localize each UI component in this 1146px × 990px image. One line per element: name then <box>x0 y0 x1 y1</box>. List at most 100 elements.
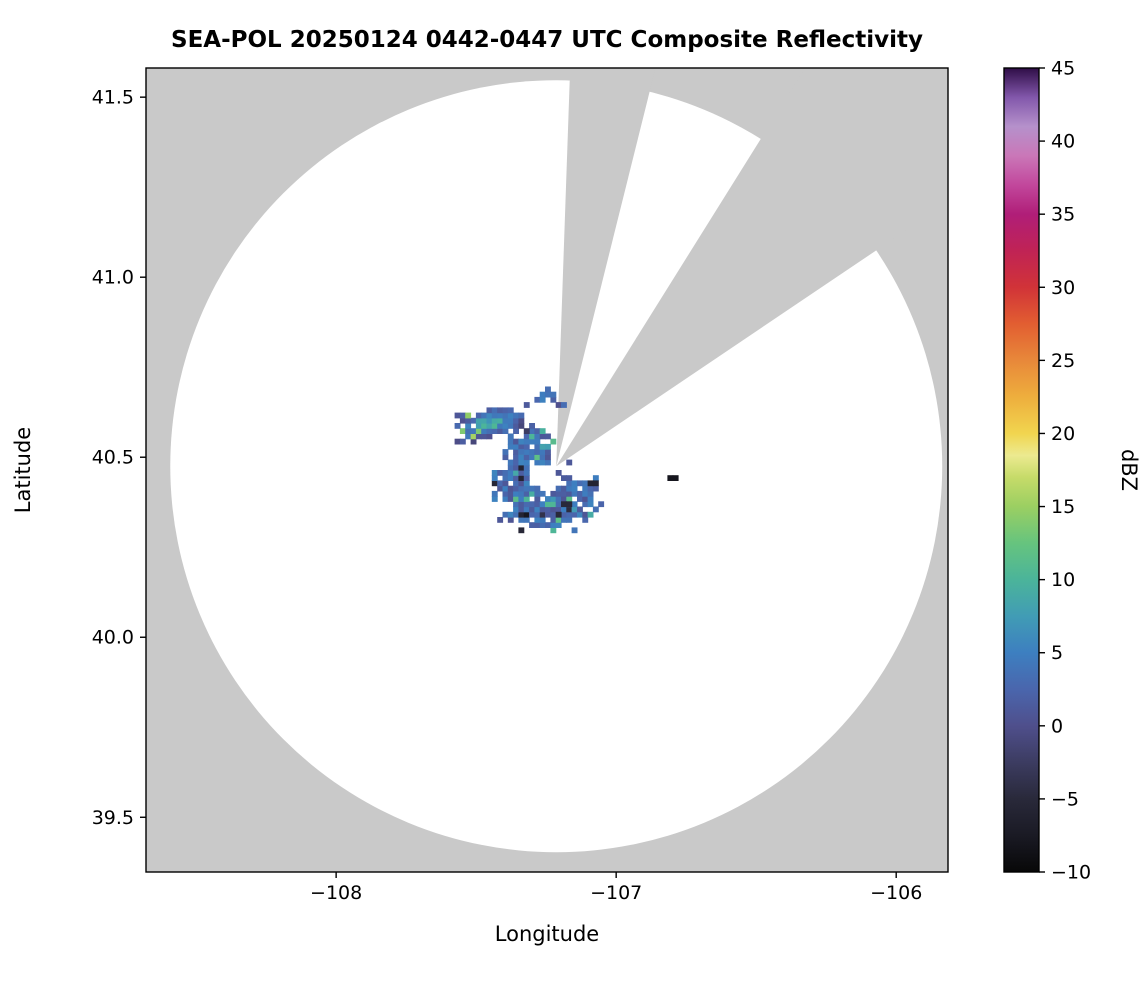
echo-cell <box>566 485 573 492</box>
echo-cell <box>550 527 557 534</box>
echo-cell <box>555 490 562 497</box>
echo-cell <box>502 449 509 455</box>
echo-cell <box>523 501 530 508</box>
echo-cell <box>539 433 546 440</box>
echo-cell <box>513 496 519 502</box>
echo-cell <box>561 501 567 508</box>
echo-cell <box>529 522 535 528</box>
echo-cell <box>539 454 546 461</box>
echo-cell <box>518 438 525 445</box>
echo-cell <box>507 417 514 424</box>
echo-cell <box>529 511 535 518</box>
x-tick-label: −106 <box>870 882 922 904</box>
echo-cell <box>561 485 567 492</box>
plot-area <box>146 68 948 872</box>
echo-cell <box>523 459 530 466</box>
echo-cell <box>555 511 562 518</box>
echo-cell <box>475 423 482 429</box>
echo-cell <box>507 517 514 523</box>
echo-cell <box>523 443 530 450</box>
echo-cell <box>513 412 519 419</box>
echo-cell <box>539 396 546 403</box>
echo-cell <box>491 417 498 424</box>
echo-cell <box>470 438 477 445</box>
echo-cell <box>523 464 530 471</box>
echo-cell <box>539 391 546 398</box>
echo-cell <box>577 496 583 502</box>
echo-cell <box>507 511 514 518</box>
echo-cell <box>550 517 557 523</box>
echo-cell <box>513 459 519 466</box>
echo-cell <box>529 449 535 455</box>
echo-cell <box>587 501 594 508</box>
echo-cell <box>502 496 509 502</box>
echo-cell <box>539 443 546 450</box>
echo-cell <box>513 454 519 461</box>
echo-cell <box>518 485 525 492</box>
echo-cell <box>566 517 573 523</box>
echo-cell <box>475 428 482 434</box>
echo-cell <box>566 475 573 481</box>
echo-cell <box>507 490 514 497</box>
colorbar-tick-label: 20 <box>1051 423 1075 445</box>
echo-cell <box>454 438 461 445</box>
echo-cell <box>592 485 599 492</box>
echo-cell <box>497 417 504 424</box>
echo-cell <box>550 396 557 403</box>
echo-cell <box>513 438 519 445</box>
echo-cell <box>539 511 546 518</box>
echo-cell <box>523 517 530 523</box>
echo-cell <box>539 501 546 508</box>
echo-cell <box>513 470 519 476</box>
echo-cell <box>592 506 599 513</box>
echo-cell <box>513 428 519 434</box>
echo-cell <box>518 443 525 450</box>
echo-cell <box>577 480 583 487</box>
colorbar-tick-label: 35 <box>1051 204 1075 226</box>
echo-cell <box>502 417 509 424</box>
colorbar-tick-label: 15 <box>1051 496 1075 518</box>
echo-cell <box>561 506 567 513</box>
echo-cell <box>555 402 562 408</box>
echo-cell <box>587 480 594 487</box>
echo-cell <box>571 506 578 513</box>
echo-cell <box>539 449 546 455</box>
echo-cell <box>566 511 573 518</box>
echo-cell <box>497 423 504 429</box>
echo-cell <box>587 485 594 492</box>
echo-cell <box>454 423 461 429</box>
echo-cell <box>507 470 514 476</box>
echo-cell <box>491 490 498 497</box>
colorbar-tick-label: 0 <box>1051 715 1063 737</box>
echo-cell <box>550 506 557 513</box>
colorbar-gradient <box>1004 68 1039 872</box>
y-tick-label: 40.0 <box>92 627 134 649</box>
echo-cell <box>545 522 551 528</box>
echo-cell <box>518 496 525 502</box>
echo-cell <box>518 490 525 497</box>
echo-cell <box>518 470 525 476</box>
echo-cell <box>534 506 541 513</box>
echo-cell <box>577 490 583 497</box>
y-tick-label: 40.5 <box>92 447 134 469</box>
echo-cell <box>539 517 546 523</box>
echo-cell <box>545 459 551 466</box>
echo-cell <box>582 511 589 518</box>
echo-cell <box>550 391 557 398</box>
echo-cell <box>502 428 509 434</box>
echo-cell <box>550 522 557 528</box>
echo-cell <box>513 417 519 424</box>
echo-cell <box>502 454 509 461</box>
colorbar-tick-label: 40 <box>1051 131 1075 153</box>
echo-cell <box>534 496 541 502</box>
echo-cell <box>497 480 504 487</box>
echo-cell <box>539 522 546 528</box>
colorbar-tick-label: −10 <box>1051 862 1091 884</box>
x-tick-label: −108 <box>310 882 362 904</box>
echo-cell <box>571 511 578 518</box>
x-tick-label: −107 <box>590 882 642 904</box>
echo-cell <box>513 449 519 455</box>
echo-cell <box>502 511 509 518</box>
echo-cell <box>513 464 519 471</box>
